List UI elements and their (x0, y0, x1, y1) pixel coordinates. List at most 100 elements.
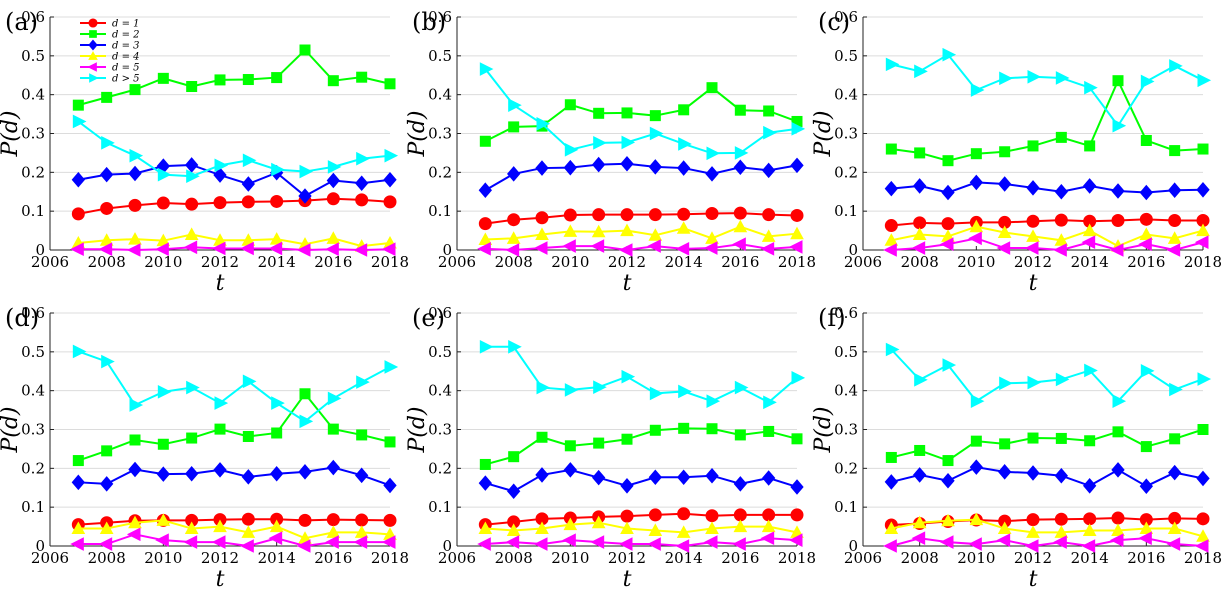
data-point-d6 (186, 169, 200, 184)
data-point-d5 (477, 242, 491, 256)
data-point-d6 (327, 160, 342, 174)
data-point-d3 (241, 469, 255, 485)
data-point-d5 (647, 537, 661, 551)
y-axis-label: P(d) (0, 406, 23, 453)
data-point-d6 (734, 380, 749, 395)
data-point-d6 (536, 380, 551, 395)
data-point-d5 (996, 533, 1011, 547)
data-point-d2 (1084, 140, 1096, 152)
data-point-d4 (591, 515, 606, 529)
x-tick-label: 2008 (88, 253, 126, 271)
data-point-d3 (383, 171, 397, 188)
y-tick-label: 0.5 (428, 47, 452, 65)
data-point-d4 (676, 525, 691, 538)
x-tick-label: 2018 (1184, 549, 1221, 567)
data-point-d3 (478, 182, 492, 198)
data-point-d6 (1140, 364, 1155, 378)
data-point-d5 (939, 535, 954, 549)
data-point-d5 (1166, 243, 1181, 257)
data-point-d5 (911, 241, 926, 255)
data-point-d2 (885, 451, 897, 463)
data-point-d1 (563, 208, 577, 222)
data-point-d4 (326, 525, 341, 538)
data-point-d4 (354, 525, 369, 538)
y-tick-label: 0.2 (834, 163, 858, 181)
data-point-d1 (1111, 213, 1125, 227)
data-point-d4 (912, 515, 927, 529)
data-point-d2 (1197, 143, 1209, 155)
panel-label: (a) (5, 8, 38, 36)
data-point-d5 (183, 240, 198, 255)
x-tick-label: 2010 (144, 549, 182, 567)
data-point-d2 (914, 444, 926, 456)
y-tick-label: 0.4 (21, 382, 45, 400)
data-point-d6 (999, 376, 1013, 391)
y-axis-label: P(d) (811, 110, 836, 157)
y-tick-label: 0.6 (21, 304, 45, 322)
data-point-d4 (761, 519, 776, 533)
data-point-d1 (355, 513, 369, 527)
data-point-d6 (999, 71, 1013, 86)
y-axis-label: P(d) (405, 110, 430, 157)
data-point-d3 (535, 467, 549, 483)
x-tick-label: 2016 (314, 253, 352, 271)
data-point-d4 (71, 521, 86, 535)
data-point-d1 (383, 195, 397, 209)
data-point-d3 (705, 166, 719, 182)
y-tick-label: 0.2 (428, 459, 452, 477)
data-point-d3 (1083, 178, 1097, 194)
data-point-d5 (968, 537, 982, 551)
data-point-d4 (884, 233, 899, 246)
data-point-d1 (648, 208, 662, 222)
series-d1 (478, 206, 804, 231)
data-point-d4 (1167, 521, 1182, 535)
data-point-d3 (884, 474, 898, 490)
y-tick-label: 0 (848, 241, 858, 259)
data-point-d5 (268, 241, 283, 256)
data-point-d6 (299, 164, 314, 179)
x-tick-label: 2010 (551, 549, 589, 567)
data-point-d3 (677, 160, 691, 176)
data-point-d5 (1109, 243, 1124, 257)
data-point-d6 (970, 394, 985, 408)
y-tick-label: 0.2 (428, 163, 452, 181)
x-tick-label: 2008 (901, 549, 939, 567)
data-point-d1 (355, 193, 369, 207)
legend-marker-d5 (87, 62, 97, 72)
data-point-d2 (101, 445, 113, 457)
y-tick-label: 0.1 (428, 498, 452, 516)
data-point-d3 (1196, 470, 1210, 487)
data-point-d3 (592, 156, 606, 173)
data-point-d4 (969, 512, 984, 526)
data-point-d3 (1139, 478, 1153, 494)
data-point-d5 (732, 537, 746, 551)
data-point-d1 (1054, 512, 1068, 526)
y-tick-label: 0.1 (834, 498, 858, 516)
data-point-d5 (590, 535, 605, 549)
data-point-d4 (1111, 523, 1125, 536)
data-point-d2 (942, 455, 954, 467)
data-point-d6 (678, 384, 692, 399)
data-point-d6 (1027, 69, 1042, 84)
data-point-d2 (885, 143, 897, 155)
data-point-d3 (1139, 184, 1153, 201)
data-point-d2 (1140, 134, 1152, 146)
series-d6 (72, 344, 399, 429)
panel-label: (f) (818, 304, 846, 332)
data-point-d5 (562, 239, 576, 253)
data-point-d6 (706, 146, 721, 161)
legend-label-d3: d = 3 (112, 41, 140, 52)
data-point-d3 (100, 166, 114, 183)
data-point-d6 (327, 391, 342, 406)
data-point-d5 (353, 243, 368, 257)
data-point-d4 (506, 523, 521, 536)
data-point-d1 (733, 508, 747, 522)
data-point-d3 (969, 459, 983, 475)
data-point-d3 (326, 459, 340, 476)
y-tick-label: 0.4 (834, 382, 858, 400)
x-tick-label: 2012 (1014, 253, 1052, 271)
series-line-d4 (485, 521, 798, 534)
data-point-d6 (942, 358, 957, 372)
data-point-d3 (71, 171, 85, 188)
data-point-d1 (213, 196, 227, 210)
